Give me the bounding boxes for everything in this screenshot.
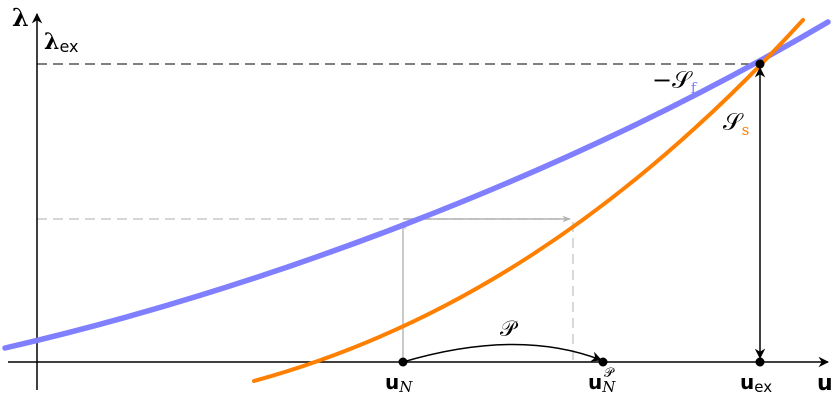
y-axis-label: λ — [12, 3, 29, 32]
point-intersection — [755, 59, 765, 69]
u-ex-label: uex — [740, 370, 772, 395]
p-label: 𝒫 — [500, 317, 519, 342]
p-arc — [402, 343, 602, 363]
point-u-n — [398, 357, 408, 367]
point-u-ex — [755, 357, 765, 367]
orange-curve-ss — [252, 18, 805, 383]
neg-sf-label: −𝒮f — [652, 66, 698, 97]
ss-label: 𝒮s — [723, 108, 749, 139]
lambda-ex-label: λex — [44, 29, 78, 56]
x-axis-label: u — [817, 371, 833, 395]
u-n-p-superscript: 𝒫 — [604, 366, 615, 381]
u-n-p-label: uN — [588, 370, 616, 395]
u-n-label: uN — [385, 370, 413, 395]
point-u-n-p — [598, 357, 608, 367]
blue-curve-sf — [2, 19, 831, 351]
